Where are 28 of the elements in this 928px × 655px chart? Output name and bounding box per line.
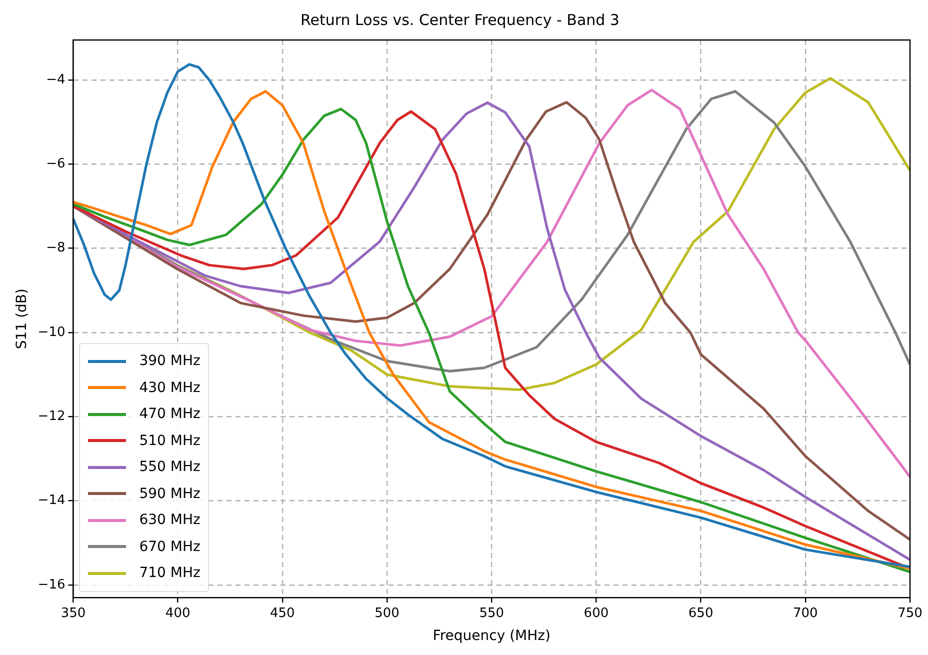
x-tick-label: 550 (479, 606, 504, 621)
y-tick-label: −10 (38, 324, 66, 340)
x-tick-label: 350 (60, 606, 86, 621)
y-tick-label: −8 (46, 240, 66, 256)
x-tick-label: 700 (792, 606, 818, 621)
y-axis-title: S11 (dB) (14, 288, 30, 350)
legend-label: 390 MHz (139, 353, 200, 370)
x-tick-label: 450 (270, 606, 295, 621)
legend-label: 670 MHz (139, 538, 200, 555)
y-tick-label: −4 (46, 72, 66, 88)
y-tick-label: −14 (38, 493, 66, 508)
x-tick-label: 750 (898, 606, 922, 621)
x-axis-title: Frequency (MHz) (432, 628, 550, 644)
chart-title: Return Loss vs. Center Frequency - Band 3 (300, 10, 620, 29)
legend-label: 590 MHz (139, 486, 200, 502)
x-tick-label: 500 (374, 606, 400, 621)
x-tick-label: 600 (584, 606, 609, 621)
x-tick-label: 400 (165, 606, 190, 621)
legend-label: 430 MHz (139, 380, 200, 396)
legend-label: 630 MHz (139, 512, 200, 528)
y-tick-label: −16 (38, 577, 66, 592)
x-tick-label: 650 (688, 606, 714, 621)
y-tick-label: −6 (46, 156, 66, 172)
y-tick-label: −12 (38, 409, 66, 424)
legend-label: 470 MHz (139, 406, 200, 422)
legend-label: 710 MHz (139, 565, 200, 582)
legend-label: 510 MHz (139, 432, 200, 449)
legend-label: 550 MHz (139, 459, 200, 476)
